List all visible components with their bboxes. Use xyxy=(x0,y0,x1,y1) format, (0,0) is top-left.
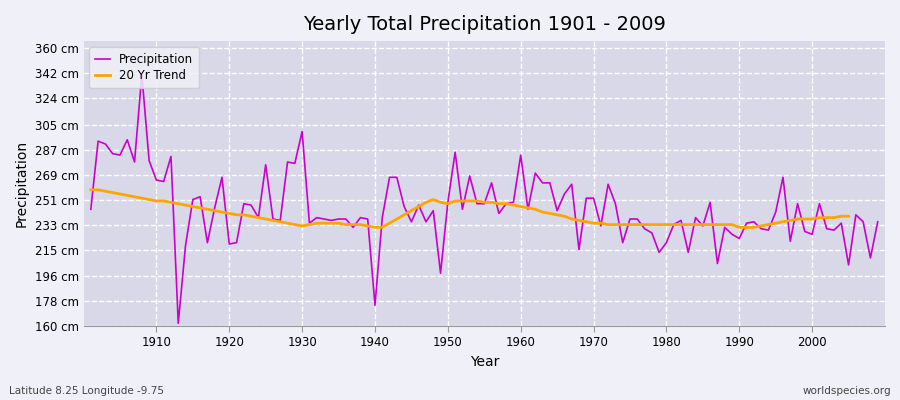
20 Yr Trend xyxy=(86,188,96,192)
20 Yr Trend xyxy=(93,188,104,192)
20 Yr Trend xyxy=(370,225,381,230)
Precipitation xyxy=(523,207,534,212)
Precipitation xyxy=(617,240,628,245)
Precipitation xyxy=(173,321,184,326)
Text: Latitude 8.25 Longitude -9.75: Latitude 8.25 Longitude -9.75 xyxy=(9,386,164,396)
Precipitation xyxy=(872,219,883,224)
Precipitation xyxy=(86,207,96,212)
Precipitation xyxy=(319,217,329,222)
20 Yr Trend xyxy=(843,214,854,219)
20 Yr Trend xyxy=(646,222,657,227)
Text: worldspecies.org: worldspecies.org xyxy=(803,386,891,396)
Precipitation xyxy=(151,178,162,182)
Y-axis label: Precipitation: Precipitation xyxy=(15,140,29,227)
20 Yr Trend xyxy=(639,222,650,227)
Line: 20 Yr Trend: 20 Yr Trend xyxy=(91,190,849,227)
X-axis label: Year: Year xyxy=(470,355,499,369)
Line: Precipitation: Precipitation xyxy=(91,74,878,323)
Precipitation xyxy=(363,217,374,222)
20 Yr Trend xyxy=(836,214,847,219)
Precipitation xyxy=(530,171,541,176)
Precipitation xyxy=(137,72,148,77)
Legend: Precipitation, 20 Yr Trend: Precipitation, 20 Yr Trend xyxy=(89,47,199,88)
Title: Yearly Total Precipitation 1901 - 2009: Yearly Total Precipitation 1901 - 2009 xyxy=(302,15,666,34)
20 Yr Trend xyxy=(187,204,198,209)
20 Yr Trend xyxy=(420,200,431,205)
